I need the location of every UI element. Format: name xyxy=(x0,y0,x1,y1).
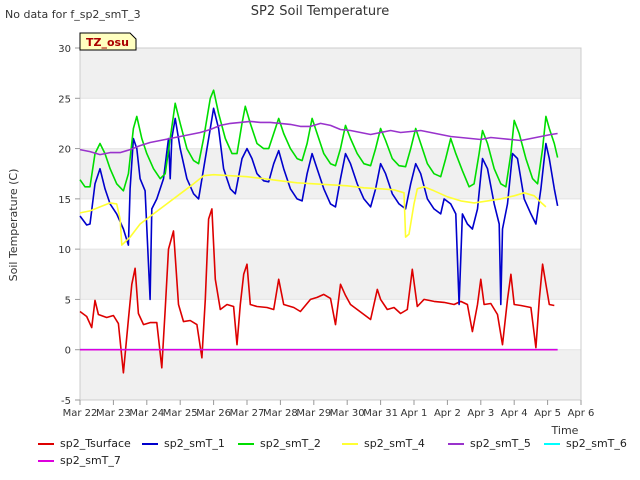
y-tick-label: 10 xyxy=(58,245,71,256)
legend-label: sp2_smT_6 xyxy=(566,437,627,450)
series-line-sp2_smT_4 xyxy=(79,173,547,246)
timezone-badge-label: TZ_osu xyxy=(86,36,129,49)
timezone-badge-box xyxy=(79,32,137,51)
y-tick-label: 5 xyxy=(65,295,71,306)
x-tick-label: Apr 2 xyxy=(434,408,461,419)
x-tick-label: Mar 23 xyxy=(96,408,131,419)
y-tick-label: 0 xyxy=(65,346,71,357)
legend-item: sp2_smT_7 xyxy=(38,454,121,467)
legend-item: sp2_smT_2 xyxy=(238,437,321,450)
x-tick-label: Mar 24 xyxy=(129,408,164,419)
x-tick-label: Mar 31 xyxy=(363,408,398,419)
series-line-sp2_Tsurface xyxy=(79,208,555,374)
x-tick-label: Mar 27 xyxy=(230,408,265,419)
legend-item: sp2_smT_4 xyxy=(342,437,425,450)
x-tick-label: Mar 30 xyxy=(330,408,365,419)
x-tick-label: Mar 26 xyxy=(196,408,231,419)
x-tick-label: Mar 22 xyxy=(63,408,98,419)
plot-area xyxy=(79,47,582,401)
legend-swatch xyxy=(238,442,254,445)
series-line-sp2_smT_5 xyxy=(79,120,558,156)
legend-label: sp2_smT_4 xyxy=(364,437,425,450)
x-tick-label: Mar 29 xyxy=(296,408,331,419)
legend-swatch xyxy=(544,442,560,445)
x-tick-label: Apr 1 xyxy=(401,408,428,419)
legend-swatch xyxy=(448,442,464,445)
legend-item: sp2_Tsurface xyxy=(38,437,131,450)
series-line-sp2_smT_2 xyxy=(79,89,559,192)
timezone-badge: TZ_osu xyxy=(79,32,137,51)
grid-band xyxy=(80,148,581,199)
legend-swatch xyxy=(38,442,54,445)
x-tick-label: Apr 5 xyxy=(534,408,561,419)
legend: sp2_Tsurface sp2_smT_1 sp2_smT_2 sp2_smT_4 s… xyxy=(0,437,640,477)
series-line-sp2_smT_1 xyxy=(79,107,559,306)
y-tick-label: 30 xyxy=(58,44,71,55)
x-tick-label: Apr 4 xyxy=(501,408,528,419)
x-tick-label: Mar 25 xyxy=(163,408,198,419)
series-layer xyxy=(79,89,559,374)
legend-label: sp2_smT_1 xyxy=(164,437,225,450)
legend-swatch xyxy=(342,442,358,445)
x-axis-label: Time xyxy=(551,424,579,437)
y-axis-label: Soil Temperature (C) xyxy=(7,169,20,282)
y-tick-label: -5 xyxy=(61,396,71,407)
legend-label: sp2_smT_7 xyxy=(60,454,121,467)
grid-bands xyxy=(80,48,581,400)
grid-band xyxy=(80,48,581,99)
x-tick-label: Apr 3 xyxy=(467,408,494,419)
chart-title: SP2 Soil Temperature xyxy=(251,4,389,19)
legend-label: sp2_smT_5 xyxy=(470,437,531,450)
y-tick-label: 15 xyxy=(58,195,71,206)
legend-item: sp2_smT_5 xyxy=(448,437,531,450)
legend-label: sp2_Tsurface xyxy=(60,437,131,450)
grid-lines xyxy=(80,47,581,401)
y-axis: -5 0 5 10 15 20 25 30 xyxy=(58,44,80,407)
x-tick-label: Mar 28 xyxy=(263,408,298,419)
y-tick-label: 20 xyxy=(58,145,71,156)
legend-item: sp2_smT_6 xyxy=(544,437,627,450)
legend-label: sp2_smT_2 xyxy=(260,437,321,450)
x-tick-label: Apr 6 xyxy=(568,408,595,419)
legend-item: sp2_smT_1 xyxy=(142,437,225,450)
no-data-note: No data for f_sp2_smT_3 xyxy=(5,8,141,21)
y-tick-label: 25 xyxy=(58,94,71,105)
legend-swatch xyxy=(142,442,158,445)
grid-band xyxy=(80,349,581,400)
grid-band xyxy=(80,249,581,300)
legend-swatch xyxy=(38,459,54,462)
